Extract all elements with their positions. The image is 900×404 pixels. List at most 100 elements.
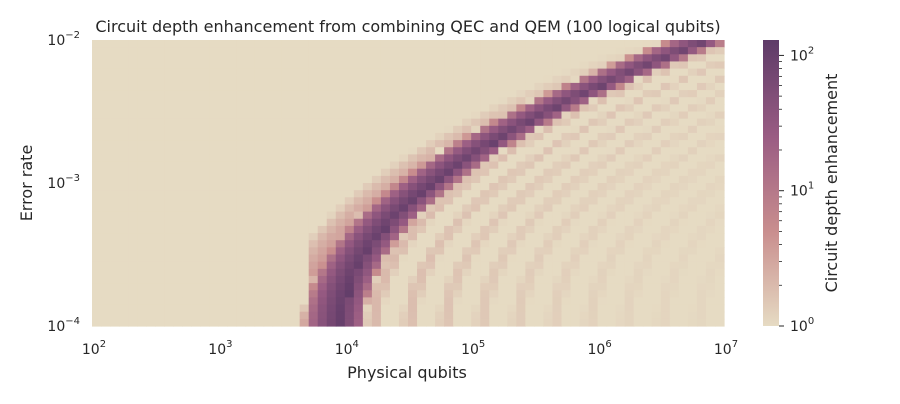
heatmap-cell [534,225,545,234]
heatmap-cell [480,175,490,184]
heatmap-cell [245,97,256,105]
heatmap-cell [525,197,535,206]
heatmap-cell [128,111,138,120]
heatmap-cell [606,225,617,234]
heatmap-cell [606,183,617,191]
heatmap-cell [561,290,572,298]
heatmap-cell [326,318,337,327]
heatmap-cell [146,261,156,270]
heatmap-cell [380,68,391,77]
heatmap-cell [606,197,617,206]
heatmap-cell [92,268,102,277]
heatmap-cell [642,40,653,48]
heatmap-cell [408,297,418,306]
heatmap-cell [489,118,499,127]
heatmap-cell [272,168,283,177]
heatmap-cell [570,261,581,270]
heatmap-cell [651,240,662,248]
heatmap-cell [308,47,319,55]
heatmap-cell [353,211,364,220]
heatmap-cell [209,190,219,198]
heatmap-cell [597,318,608,327]
heatmap-cell [344,47,355,55]
heatmap-cell [380,240,391,248]
heatmap-cell [453,254,463,263]
heatmap-cell [281,75,292,84]
heatmap-cell [200,233,210,241]
heatmap-cell [426,311,436,320]
heatmap-cell [714,275,725,284]
heatmap-cell [182,154,192,163]
heatmap-cell [471,175,481,184]
heatmap-cell [471,261,481,270]
heatmap-cell [696,311,707,320]
heatmap-cell [471,240,481,248]
heatmap-cell [254,225,265,234]
heatmap-cell [254,140,265,148]
heatmap-cell [426,75,436,84]
heatmap-cell [317,204,328,213]
heatmap-cell [92,190,102,198]
y-tick-label: 10−4 [47,316,80,335]
heatmap-cell [453,283,463,291]
heatmap-cell [471,197,481,206]
heatmap-cell [119,168,129,177]
heatmap-cell [714,218,725,227]
heatmap-cell [669,233,680,241]
heatmap-cell [471,311,481,320]
x-tick-label: 103 [208,339,232,358]
heatmap-cell [633,197,644,206]
heatmap-cell [173,118,183,127]
heatmap-cell [678,82,689,91]
heatmap-cell [299,261,310,270]
heatmap-cell [489,111,499,120]
heatmap-cell [651,147,662,155]
heatmap-cell [561,318,572,327]
heatmap-cell [110,218,120,227]
heatmap-cell [182,132,192,141]
heatmap-cell [444,318,454,327]
heatmap-cell [561,97,572,105]
heatmap-cell [164,90,174,98]
heatmap-cell [155,147,165,155]
heatmap-cell [615,268,626,277]
heatmap-cell [128,125,138,134]
heatmap-cell [263,147,274,155]
heatmap-cell [299,125,310,134]
heatmap-cell [606,97,617,105]
heatmap-cell [353,140,364,148]
heatmap-cell [615,75,626,84]
heatmap-cell [290,211,301,220]
heatmap-cell [642,190,653,198]
heatmap-cell [209,111,219,120]
heatmap-cell [164,140,174,148]
heatmap-cell [191,97,201,105]
heatmap-cell [344,111,355,120]
heatmap-cell [155,68,165,77]
heatmap-cell [543,68,554,77]
heatmap-cell [444,197,454,206]
heatmap-cell [543,211,554,220]
heatmap-cell [272,311,283,320]
heatmap-cell [660,104,671,113]
heatmap-cell [299,104,310,113]
heatmap-cell [444,147,454,155]
heatmap-cell [534,111,545,120]
heatmap-cell [254,233,265,241]
heatmap-cell [164,190,174,198]
heatmap-cell [552,68,563,77]
heatmap-cell [444,297,454,306]
heatmap-cell [498,218,508,227]
heatmap-cell [624,125,635,134]
heatmap-cell [101,154,111,163]
heatmap-cell [642,225,653,234]
heatmap-cell [182,218,192,227]
heatmap-cell [588,168,599,177]
heatmap-cell [290,40,301,48]
heatmap-cell [687,54,698,63]
heatmap-cell [660,190,671,198]
heatmap-cell [579,211,590,220]
heatmap-cell [101,275,111,284]
heatmap-cell [570,233,581,241]
heatmap-cell [92,318,102,327]
